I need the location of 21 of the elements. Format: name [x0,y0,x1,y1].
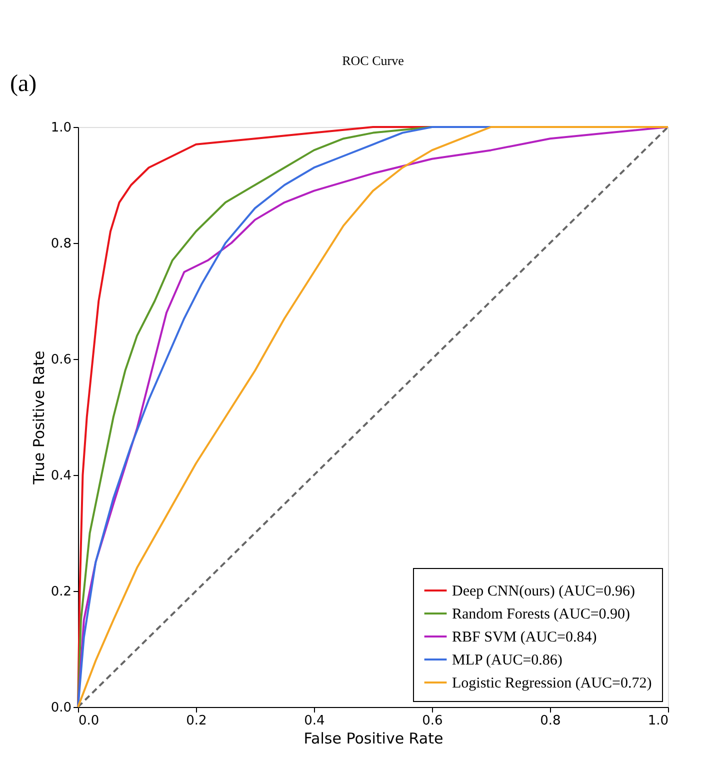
y-tick-label: 0.2 [50,584,72,600]
legend-label: Logistic Regression (AUC=0.72) [452,676,652,692]
x-tick-label: 0.0 [78,714,100,728]
x-tick-label: 0.2 [186,714,207,728]
x-tick-label: 0.8 [540,714,561,728]
x-axis-title: False Positive Rate [304,730,444,748]
x-tick-label: 0.6 [422,714,443,728]
x-tick-label: 1.0 [648,714,668,728]
legend-label: RBF SVM (AUC=0.84) [452,630,597,646]
y-tick-label: 0.0 [50,700,72,716]
legend-label: Random Forests (AUC=0.90) [452,606,630,622]
y-tick-label: 0.8 [50,236,72,252]
text: (a) [10,71,37,97]
y-tick-label: 0.4 [50,468,72,484]
x-tick-label: 0.4 [304,714,325,728]
y-tick-label: 0.6 [50,352,72,368]
legend-label: MLP (AUC=0.86) [452,652,562,668]
y-tick-label: 1.0 [50,120,72,136]
y-axis-title: True Positive Rate [30,350,48,486]
chart-title: ROC Curve [342,53,404,68]
legend-label: Deep CNN(ours) (AUC=0.96) [452,584,636,600]
